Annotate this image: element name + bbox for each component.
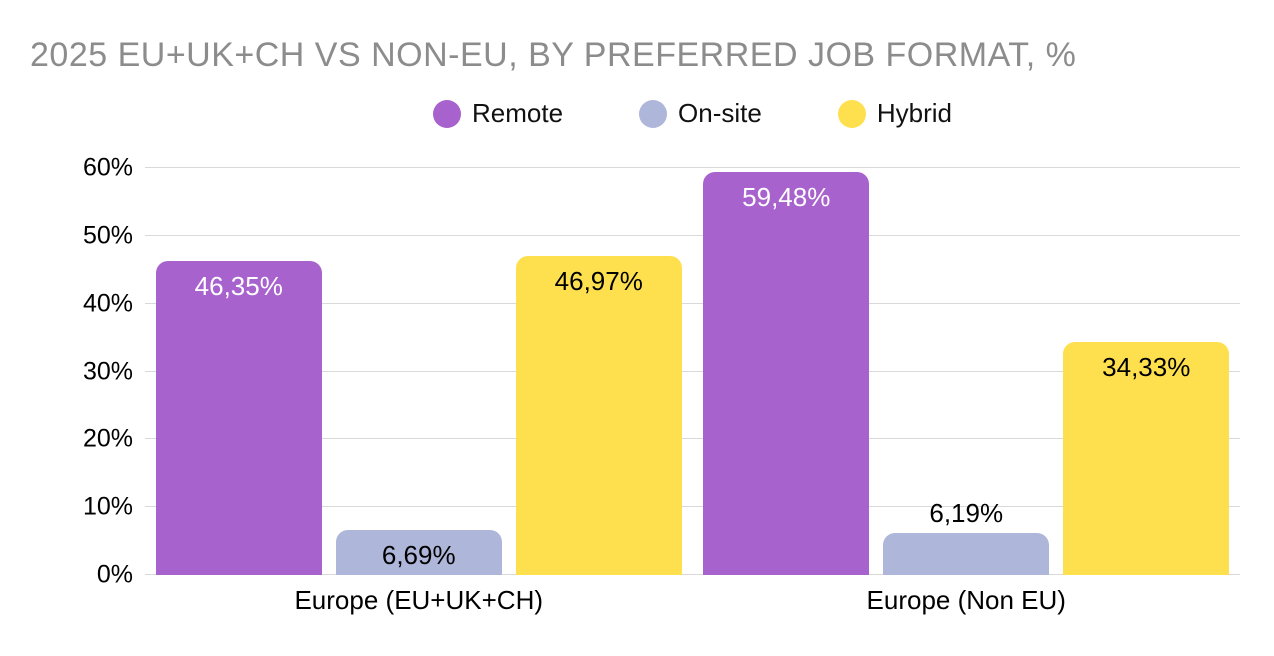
gridline xyxy=(145,574,1240,575)
bar-remote[interactable]: 59,48% xyxy=(703,171,870,575)
legend-circle-icon xyxy=(639,99,668,128)
legend-circle-icon xyxy=(433,99,461,128)
gridline xyxy=(145,506,1240,508)
y-tick-label: 10% xyxy=(82,492,133,521)
bar-value-label: 34,33% xyxy=(1102,352,1191,383)
y-tick-label: 0% xyxy=(96,560,133,589)
y-axis: 0% 10% 20% 30% 40% 50% 60% xyxy=(30,155,133,587)
y-tick-label: 30% xyxy=(82,357,133,385)
bar-value-label: 6,69% xyxy=(381,539,456,570)
legend: Remote On-site Hybrid xyxy=(145,98,1240,129)
bar-value-label: 46,97% xyxy=(554,266,643,297)
gridline xyxy=(145,438,1240,440)
legend-item-on-site[interactable]: On-site xyxy=(639,98,762,129)
bar-hybrid[interactable]: 46,97% xyxy=(515,256,682,575)
bar-on-site[interactable]: 6,69% xyxy=(335,529,502,575)
y-tick-label: 20% xyxy=(82,424,133,453)
gridline xyxy=(145,370,1240,372)
legend-circle-icon xyxy=(837,99,866,128)
x-axis-category-label: Europe (Non EU) xyxy=(866,585,1066,615)
legend-label: Remote xyxy=(472,98,564,128)
y-tick-label: 60% xyxy=(82,153,133,182)
legend-label: Hybrid xyxy=(876,98,952,128)
gridline xyxy=(145,234,1240,236)
legend-label: On-site xyxy=(678,98,762,128)
legend-item-hybrid[interactable]: Hybrid xyxy=(837,98,952,129)
gridline xyxy=(145,167,1240,168)
bar-group: 46,35% 6,69% 46,97% Europe (EU+UK+CH) xyxy=(145,168,693,615)
y-tick-label: 50% xyxy=(82,221,133,250)
legend-item-remote[interactable]: Remote xyxy=(433,98,563,129)
bar-hybrid[interactable]: 34,33% xyxy=(1063,342,1230,575)
bar-value-label: 59,48% xyxy=(742,181,831,212)
gridlines xyxy=(145,167,1240,575)
plot-area: 46,35% 6,69% 46,97% Europe (EU+UK+CH) 59,48%… xyxy=(145,167,1241,615)
bar-on-site[interactable]: 6,19% xyxy=(883,500,1050,575)
bar-remote[interactable]: 46,35% xyxy=(155,260,322,575)
bar-value-label: 46,35% xyxy=(194,270,283,301)
bar-value-label: 6,19% xyxy=(929,498,1004,529)
gridline xyxy=(145,302,1240,304)
x-axis-category-label: Europe (EU+UK+CH) xyxy=(294,585,544,615)
chart-title: 2025 EU+UK+CH VS NON-EU, BY PREFERRED JO… xyxy=(30,36,1077,74)
y-tick-label: 40% xyxy=(82,289,133,318)
bar-group: 59,48% 6,19% 34,33% Europe (Non EU) xyxy=(693,168,1241,615)
bar-groups: 46,35% 6,69% 46,97% Europe (EU+UK+CH) 59,48%… xyxy=(145,168,1241,615)
